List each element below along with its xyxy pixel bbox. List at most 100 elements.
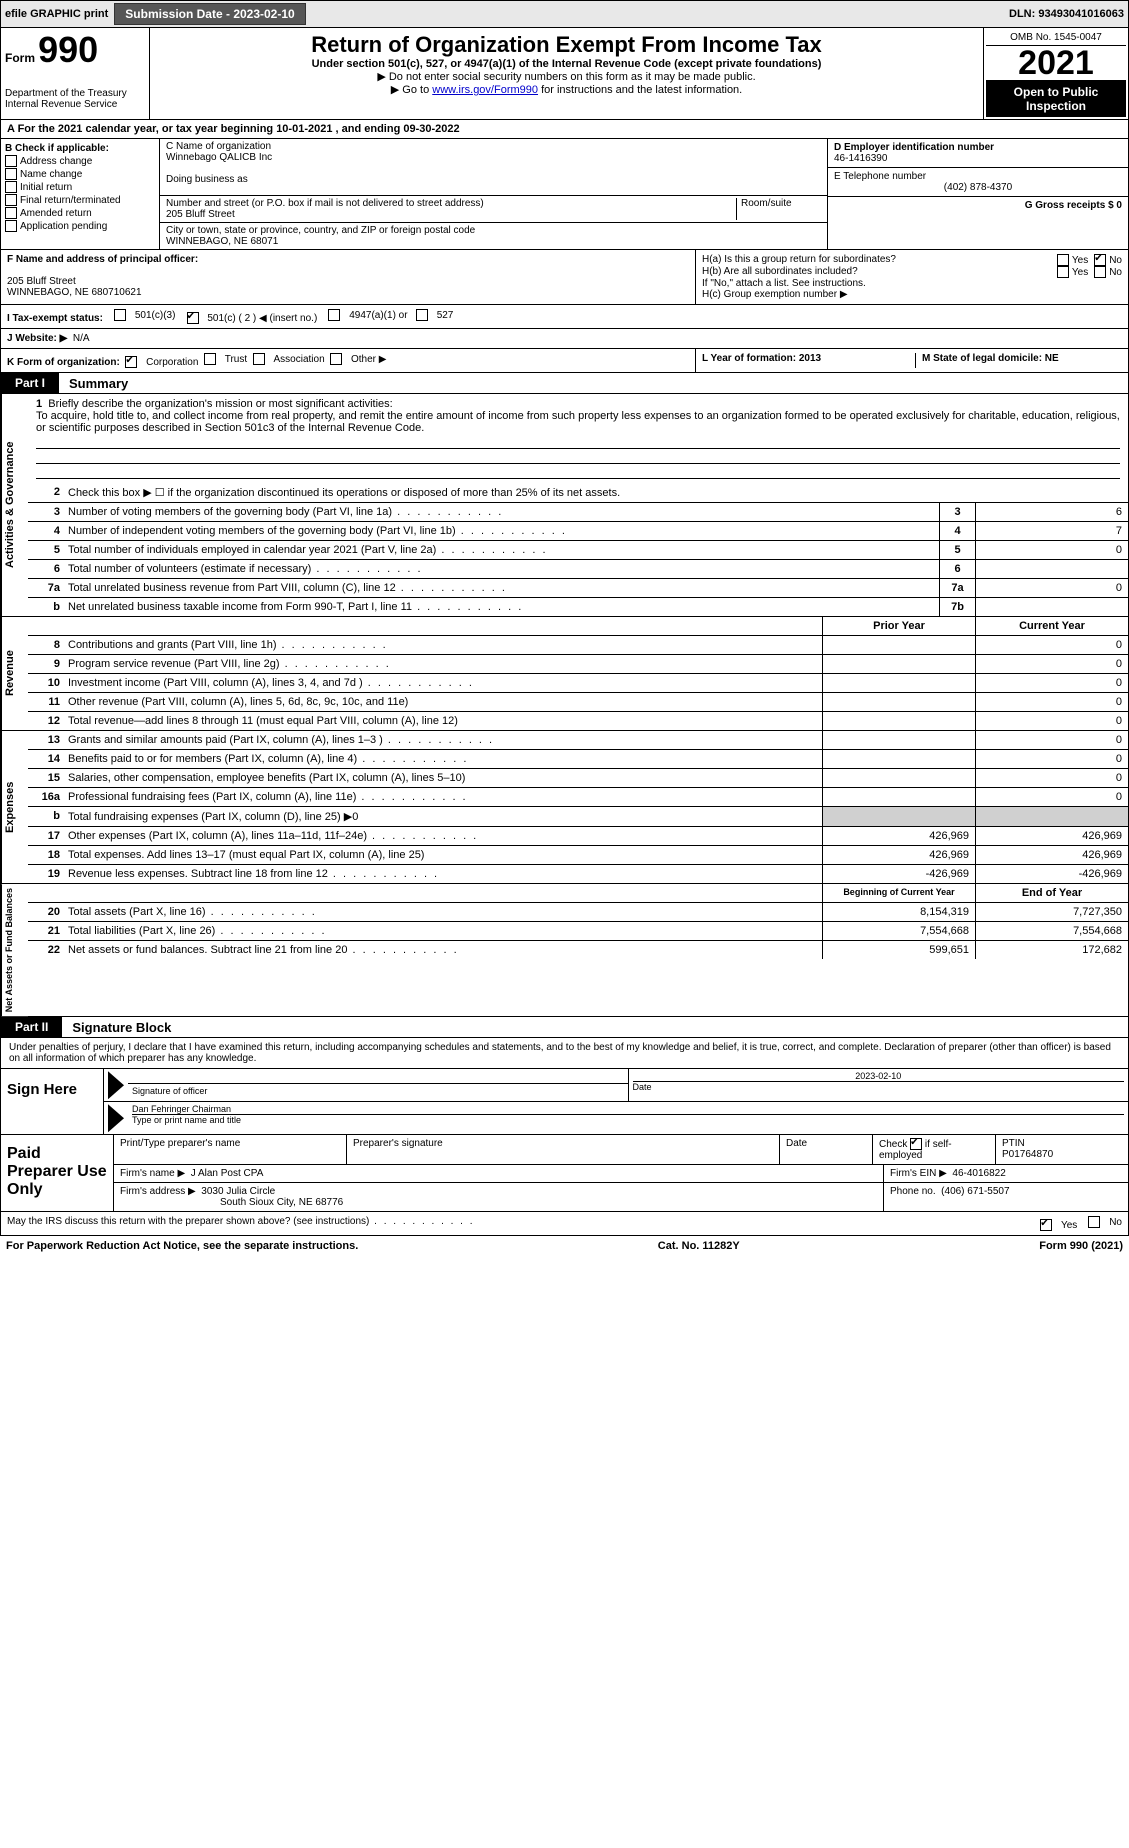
- end-year-header: End of Year: [975, 884, 1128, 902]
- line16a: Professional fundraising fees (Part IX, …: [64, 788, 822, 806]
- phone-cell: E Telephone number (402) 878-4370: [828, 168, 1128, 197]
- goto-note: ▶ Go to www.irs.gov/Form990 for instruct…: [154, 83, 979, 96]
- row-i-label: I Tax-exempt status:: [7, 313, 103, 324]
- firm-name-value: J Alan Post CPA: [191, 1168, 264, 1179]
- b21: 7,554,668: [822, 922, 975, 940]
- paid-preparer-label: Paid Preparer Use Only: [1, 1135, 113, 1211]
- row-f-label: F Name and address of principal officer:: [7, 254, 689, 265]
- mission-text: To acquire, hold title to, and collect i…: [36, 410, 1120, 434]
- irs-link[interactable]: www.irs.gov/Form990: [432, 84, 538, 96]
- chk-other[interactable]: Other ▶: [330, 353, 386, 365]
- chk-assoc[interactable]: Association: [253, 353, 325, 365]
- line6: Total number of volunteers (estimate if …: [64, 560, 939, 578]
- activities-governance-section: Activities & Governance 1 Briefly descri…: [0, 394, 1129, 617]
- line8: Contributions and grants (Part VIII, lin…: [64, 636, 822, 654]
- chk-corp[interactable]: Corporation: [125, 356, 198, 368]
- row-a-period: A For the 2021 calendar year, or tax yea…: [0, 120, 1129, 139]
- part1-title: Summary: [59, 376, 128, 391]
- form-header: Form 990 Department of the Treasury Inte…: [0, 28, 1129, 120]
- chk-527[interactable]: 527: [416, 309, 453, 321]
- dept-treasury: Department of the Treasury: [5, 88, 145, 99]
- submission-date-button[interactable]: Submission Date - 2023-02-10: [114, 3, 305, 25]
- discuss-yes[interactable]: Yes: [1040, 1219, 1077, 1231]
- p16a: [822, 788, 975, 806]
- chk-initial-return[interactable]: Initial return: [5, 181, 155, 193]
- p17: 426,969: [822, 827, 975, 845]
- efile-topbar: efile GRAPHIC print Submission Date - 20…: [0, 0, 1129, 28]
- chk-final-return[interactable]: Final return/terminated: [5, 194, 155, 206]
- gross-label: G Gross receipts $ 0: [1025, 200, 1122, 211]
- part1-badge: Part I: [1, 373, 59, 393]
- ein-value: 46-1416390: [834, 153, 1122, 164]
- prep-selfemp: Check if self-employed: [873, 1135, 996, 1164]
- side-expenses: Expenses: [1, 731, 28, 883]
- line16b: Total fundraising expenses (Part IX, col…: [64, 807, 822, 826]
- header-right: OMB No. 1545-0047 2021 Open to Public In…: [983, 28, 1128, 119]
- chk-pending[interactable]: Application pending: [5, 220, 155, 232]
- chk-501c3[interactable]: 501(c)(3): [114, 309, 175, 321]
- arrow-icon: [108, 1104, 124, 1132]
- hb-no[interactable]: No: [1094, 266, 1122, 278]
- line2: Check this box ▶ ☐ if the organization d…: [64, 483, 1128, 502]
- row-l-m: L Year of formation: 2013 M State of leg…: [696, 349, 1128, 372]
- chk-501c[interactable]: 501(c) ( 2 ) ◀ (insert no.): [187, 312, 318, 324]
- chk-address-change[interactable]: Address change: [5, 155, 155, 167]
- ssn-note: ▶ Do not enter social security numbers o…: [154, 70, 979, 83]
- line13: Grants and similar amounts paid (Part IX…: [64, 731, 822, 749]
- v7b: [975, 598, 1128, 616]
- room-suite-label: Room/suite: [736, 198, 821, 220]
- c16a: 0: [975, 788, 1128, 806]
- line10: Investment income (Part VIII, column (A)…: [64, 674, 822, 692]
- c12: 0: [975, 712, 1128, 730]
- part2-header: Part II Signature Block: [0, 1017, 1129, 1038]
- line21: Total liabilities (Part X, line 26): [64, 922, 822, 940]
- c15: 0: [975, 769, 1128, 787]
- state-domicile: M State of legal domicile: NE: [915, 353, 1122, 368]
- prep-sig-header: Preparer's signature: [347, 1135, 780, 1164]
- p19: -426,969: [822, 865, 975, 883]
- e22: 172,682: [975, 941, 1128, 959]
- blank-line: [36, 449, 1120, 464]
- line1-num: 1: [36, 398, 42, 410]
- org-name-value: Winnebago QALICB Inc: [166, 152, 821, 163]
- row-j: J Website: ▶ N/A: [0, 329, 1129, 349]
- p18: 426,969: [822, 846, 975, 864]
- row-k-label: K Form of organization:: [7, 357, 120, 368]
- part2-title: Signature Block: [62, 1020, 171, 1035]
- v6: [975, 560, 1128, 578]
- blank-line: [36, 434, 1120, 449]
- line3: Number of voting members of the governin…: [64, 503, 939, 521]
- b20: 8,154,319: [822, 903, 975, 921]
- chk-name-change[interactable]: Name change: [5, 168, 155, 180]
- page-footer: For Paperwork Reduction Act Notice, see …: [0, 1236, 1129, 1256]
- form-page: Form 990 (2021): [1039, 1240, 1123, 1252]
- chk-4947a1[interactable]: 4947(a)(1) or: [328, 309, 407, 321]
- chk-selfemp[interactable]: [910, 1138, 922, 1150]
- col-right: D Employer identification number 46-1416…: [827, 139, 1128, 249]
- cat-no: Cat. No. 11282Y: [658, 1240, 740, 1252]
- line7a: Total unrelated business revenue from Pa…: [64, 579, 939, 597]
- discuss-no[interactable]: No: [1088, 1216, 1122, 1228]
- current-year-header: Current Year: [975, 617, 1128, 635]
- revenue-section: Revenue Prior YearCurrent Year 8Contribu…: [0, 617, 1129, 731]
- line18: Total expenses. Add lines 13–17 (must eq…: [64, 846, 822, 864]
- ha-no[interactable]: No: [1094, 254, 1122, 266]
- city-value: WINNEBAGO, NE 68071: [166, 236, 821, 247]
- chk-amended[interactable]: Amended return: [5, 207, 155, 219]
- v4: 7: [975, 522, 1128, 540]
- form-label: Form: [5, 51, 35, 65]
- line19: Revenue less expenses. Subtract line 18 …: [64, 865, 822, 883]
- prep-date-header: Date: [780, 1135, 873, 1164]
- firm-phone-value: (406) 671-5507: [941, 1186, 1009, 1197]
- hb-yes[interactable]: Yes: [1057, 266, 1088, 278]
- hb-note: If "No," attach a list. See instructions…: [702, 278, 1122, 289]
- row-j-label: J Website: ▶: [7, 333, 67, 344]
- ha-yes[interactable]: Yes: [1057, 254, 1088, 266]
- p16b: [822, 807, 975, 826]
- header-center: Return of Organization Exempt From Incom…: [150, 28, 983, 119]
- chk-trust[interactable]: Trust: [204, 353, 247, 365]
- sig-officer-label: Signature of officer: [132, 1086, 207, 1096]
- p14: [822, 750, 975, 768]
- goto-prefix: ▶ Go to: [391, 84, 432, 96]
- line11: Other revenue (Part VIII, column (A), li…: [64, 693, 822, 711]
